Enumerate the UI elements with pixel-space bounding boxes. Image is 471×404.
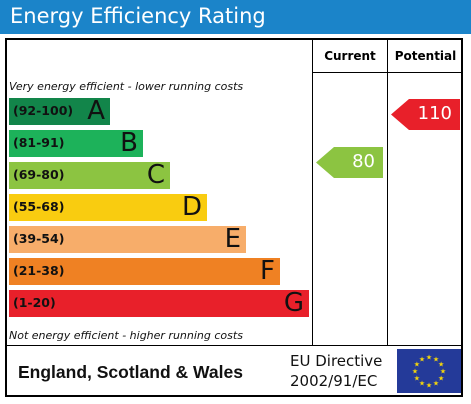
eu-star-icon: ★ bbox=[419, 380, 425, 388]
current-rating-value: 80 bbox=[352, 151, 375, 172]
eu-stars: ★★★★★★★★★ ★ ★★ bbox=[412, 354, 446, 390]
potential-column-header: Potential bbox=[394, 49, 457, 63]
top-note: Very energy efficient - lower running co… bbox=[9, 80, 244, 93]
band-c: (69-80) C bbox=[9, 160, 170, 190]
eu-star-icon: ★ bbox=[414, 361, 420, 369]
band-letter: F bbox=[260, 256, 275, 286]
band-d: (55-68) D bbox=[9, 192, 207, 222]
eu-star-icon: ★ bbox=[426, 354, 432, 362]
band-f: (21-38) F bbox=[9, 256, 280, 286]
eu-star-icon: ★ bbox=[412, 368, 418, 376]
title-bar: Energy Efficiency Rating bbox=[0, 0, 471, 34]
eu-star-icon: ★ bbox=[433, 355, 439, 363]
footer-region: England, Scotland & Wales bbox=[18, 362, 243, 382]
footer-rule bbox=[5, 345, 463, 346]
rating-frame bbox=[5, 38, 463, 397]
eu-star-icon: ★ bbox=[438, 375, 444, 383]
band-letter: C bbox=[146, 160, 165, 190]
band-letter: B bbox=[120, 128, 138, 158]
current-column-header: Current bbox=[324, 49, 376, 63]
potential-rating-value: 110 bbox=[417, 103, 452, 124]
band-a: (92-100) A bbox=[9, 96, 110, 126]
band-range: (92-100) bbox=[13, 103, 74, 118]
eu-star-icon: ★ bbox=[414, 375, 420, 383]
band-range: (55-68) bbox=[13, 199, 65, 214]
band-g: (1-20) G bbox=[9, 288, 309, 318]
band-letter: A bbox=[87, 96, 105, 126]
eu-star-icon: ★ bbox=[440, 368, 446, 376]
chart-title: Energy Efficiency Rating bbox=[10, 4, 266, 28]
band-letter: E bbox=[224, 224, 241, 254]
eu-directive-line2: 2002/91/EC bbox=[290, 372, 378, 390]
band-letter: D bbox=[181, 192, 202, 222]
eu-directive-line1: EU Directive bbox=[290, 352, 383, 370]
band-letter: G bbox=[283, 288, 304, 318]
band-range: (21-38) bbox=[13, 263, 65, 278]
band-range: (1-20) bbox=[13, 295, 56, 310]
band-range: (81-91) bbox=[13, 135, 65, 150]
header-rule bbox=[312, 72, 463, 73]
eu-star-icon: ★ bbox=[438, 361, 444, 369]
band-range: (39-54) bbox=[13, 231, 65, 246]
bottom-note: Not energy efficient - higher running co… bbox=[9, 329, 243, 342]
band-e: (39-54) E bbox=[9, 224, 246, 254]
eu-star-icon: ★ bbox=[419, 355, 425, 363]
divider-current bbox=[312, 38, 313, 345]
divider-potential bbox=[387, 38, 388, 345]
eu-star-icon: ★ bbox=[426, 382, 432, 390]
eu-star-icon: ★ bbox=[433, 380, 439, 388]
band-b: (81-91) B bbox=[9, 128, 143, 158]
band-range: (69-80) bbox=[13, 167, 65, 182]
eu-flag-icon: ★ ★ ★ ★ ★ ★ ★ ★ ★ ★ ★ ★ bbox=[397, 349, 461, 393]
